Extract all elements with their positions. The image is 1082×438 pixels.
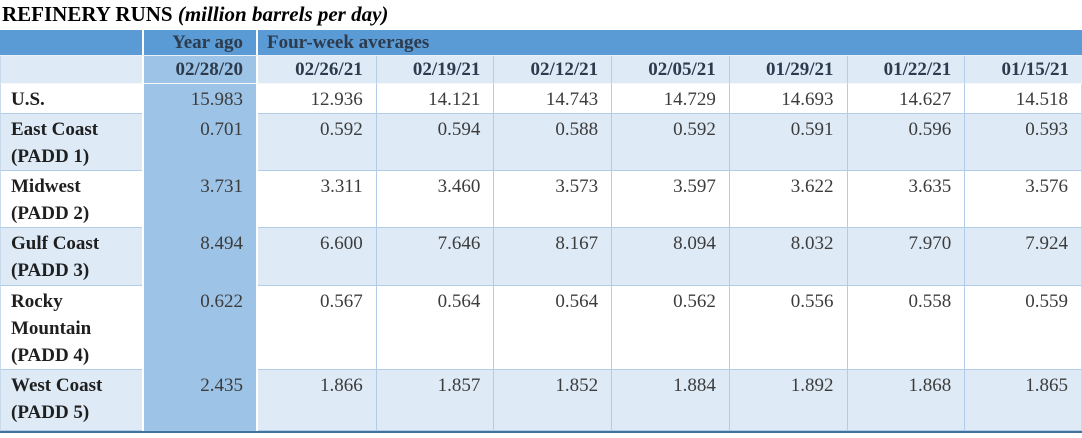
data-value: 14.693 [728, 84, 847, 114]
dates-header-row: 02/28/20 02/26/21 02/19/21 02/12/21 02/05/2… [0, 56, 1082, 84]
data-value: 1.857 [375, 370, 494, 431]
table-row: Gulf Coast (PADD 3) 8.494 6.600 7.646 8.167 8… [0, 228, 1082, 286]
table-row: Rocky Mountain (PADD 4) 0.622 0.567 0.564 0.… [0, 286, 1082, 370]
data-value: 0.567 [258, 286, 376, 370]
year-ago-value: 0.622 [142, 286, 258, 370]
data-value: 7.646 [375, 228, 494, 286]
year-ago-value: 15.983 [142, 84, 258, 114]
data-value: 8.167 [493, 228, 612, 286]
row-label: West Coast (PADD 5) [0, 370, 142, 431]
data-value: 0.559 [964, 286, 1082, 370]
row-label: East Coast (PADD 1) [0, 114, 142, 171]
data-value: 0.594 [375, 114, 494, 171]
data-value: 8.094 [611, 228, 729, 286]
page-title-units: (million barrels per day) [177, 2, 389, 26]
data-value: 0.558 [846, 286, 965, 370]
data-value: 14.121 [375, 84, 494, 114]
data-value: 14.743 [493, 84, 612, 114]
data-value: 1.866 [258, 370, 376, 431]
data-value: 1.892 [728, 370, 847, 431]
table-row: West Coast (PADD 5) 2.435 1.866 1.857 1.852 1… [0, 370, 1082, 431]
empty-corner-cell-top [0, 30, 142, 56]
table-row: Midwest (PADD 2) 3.731 3.311 3.460 3.573 3.59… [0, 171, 1082, 228]
refinery-runs-table: Year ago Four-week averages 02/28/20 02/… [0, 30, 1082, 433]
year-ago-group-header: Year ago [142, 30, 258, 56]
year-ago-value: 8.494 [142, 228, 258, 286]
page-title: REFINERY RUNS (million barrels per day) [0, 0, 1082, 30]
data-value: 12.936 [258, 84, 376, 114]
data-value: 0.564 [375, 286, 494, 370]
date-column-header: 02/05/21 [611, 56, 729, 84]
data-value: 14.518 [964, 84, 1082, 114]
page-title-text: REFINERY RUNS [2, 2, 173, 26]
data-value: 0.591 [728, 114, 847, 171]
data-value: 0.593 [964, 114, 1082, 171]
row-label: Rocky Mountain (PADD 4) [0, 286, 142, 370]
data-value: 0.562 [611, 286, 729, 370]
group-header-row: Year ago Four-week averages [0, 30, 1082, 56]
data-value: 1.884 [611, 370, 729, 431]
date-column-header: 01/29/21 [728, 56, 847, 84]
empty-corner-cell-dates [0, 56, 142, 84]
date-column-header: 01/15/21 [964, 56, 1082, 84]
data-value: 3.597 [611, 171, 729, 228]
year-ago-value: 3.731 [142, 171, 258, 228]
data-value: 1.868 [846, 370, 965, 431]
data-value: 0.596 [846, 114, 965, 171]
data-value: 7.924 [964, 228, 1082, 286]
year-ago-value: 2.435 [142, 370, 258, 431]
data-value: 14.627 [846, 84, 965, 114]
date-column-header: 02/19/21 [375, 56, 494, 84]
data-value: 0.588 [493, 114, 612, 171]
table-body: U.S. 15.983 12.936 14.121 14.743 14.729 14.693… [0, 84, 1082, 431]
table-row: U.S. 15.983 12.936 14.121 14.743 14.729 14.693… [0, 84, 1082, 114]
data-value: 0.556 [728, 286, 847, 370]
data-value: 3.573 [493, 171, 612, 228]
table-row: East Coast (PADD 1) 0.701 0.592 0.594 0.588 0… [0, 114, 1082, 171]
data-value: 1.852 [493, 370, 612, 431]
data-value: 0.592 [611, 114, 729, 171]
data-value: 7.970 [846, 228, 965, 286]
date-column-header: 02/12/21 [493, 56, 612, 84]
four-week-averages-group-header: Four-week averages [258, 30, 1082, 56]
data-value: 0.592 [258, 114, 376, 171]
data-value: 3.622 [728, 171, 847, 228]
data-value: 3.460 [375, 171, 494, 228]
date-column-header: 02/26/21 [258, 56, 376, 84]
data-value: 1.865 [964, 370, 1082, 431]
data-value: 3.635 [846, 171, 965, 228]
date-column-header: 01/22/21 [846, 56, 965, 84]
data-value: 3.576 [964, 171, 1082, 228]
data-value: 0.564 [493, 286, 612, 370]
row-label: Midwest (PADD 2) [0, 171, 142, 228]
data-value: 14.729 [611, 84, 729, 114]
data-value: 8.032 [728, 228, 847, 286]
year-ago-value: 0.701 [142, 114, 258, 171]
year-ago-date-header: 02/28/20 [142, 56, 258, 84]
row-label: Gulf Coast (PADD 3) [0, 228, 142, 286]
data-value: 3.311 [258, 171, 376, 228]
row-label: U.S. [0, 84, 142, 114]
data-value: 6.600 [258, 228, 376, 286]
